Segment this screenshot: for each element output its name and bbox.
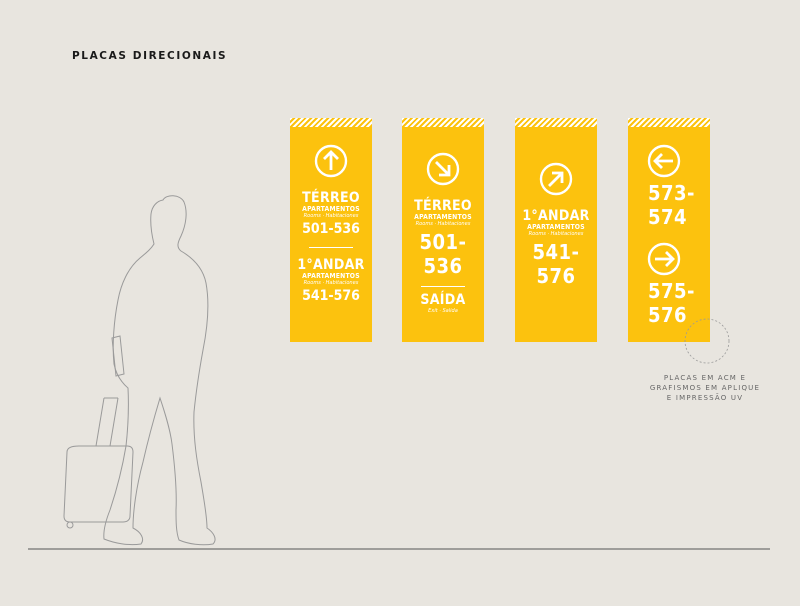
- room-numbers: 541-: [532, 240, 580, 264]
- room-numbers: 574: [648, 205, 688, 229]
- floor-name: 1°ANDAR: [522, 208, 590, 224]
- sign-stripe: [628, 118, 710, 127]
- floor-sub: APARTAMENTOS: [527, 223, 585, 231]
- floor-sub: APARTAMENTOS: [302, 272, 360, 280]
- room-numbers: 501-536: [302, 221, 360, 237]
- sign-left-right: 573- 574 575- 576: [628, 118, 710, 342]
- materials-note: PLACAS EM ACM E GRAFISMOS EM APLIQUE E I…: [640, 373, 770, 403]
- room-numbers: 541-576: [302, 288, 360, 304]
- floor-name: TÉRREO: [414, 198, 472, 214]
- sign-divider: [309, 247, 353, 248]
- suitcase-outline: [63, 445, 134, 523]
- sign-terreo-saida: TÉRREO APARTAMENTOS Rooms · Habitaciones…: [402, 118, 484, 342]
- sign-terreo-1andar: TÉRREO APARTAMENTOS Rooms · Habitaciones…: [290, 118, 372, 342]
- suitcase-wheel: [66, 521, 74, 529]
- room-numbers: 573-: [648, 181, 696, 205]
- note-line: GRAFISMOS EM APLIQUE: [649, 384, 761, 392]
- folder-outline: [111, 335, 125, 377]
- exit-label: SAÍDA: [420, 292, 466, 308]
- floor-ital: Rooms · Habitaciones: [528, 231, 584, 237]
- room-numbers: 536: [423, 254, 463, 278]
- note-line: E IMPRESSÃO UV: [666, 394, 744, 402]
- floor-ital: Rooms · Habitaciones: [303, 213, 359, 219]
- sign-1andar: 1°ANDAR APARTAMENTOS Rooms · Habitacione…: [515, 118, 597, 342]
- arrow-up-right-icon: [539, 162, 573, 196]
- arrow-down-right-icon: [426, 152, 460, 186]
- arrow-left-icon: [647, 144, 681, 178]
- room-numbers: 501-: [419, 230, 467, 254]
- sign-stripe: [402, 118, 484, 127]
- sign-stripe: [515, 118, 597, 127]
- note-line: PLACAS EM ACM E: [663, 374, 747, 382]
- room-numbers: 576: [648, 303, 688, 327]
- sign-divider: [421, 286, 465, 287]
- floor-ital: Rooms · Habitaciones: [415, 221, 471, 227]
- arrow-right-icon: [647, 242, 681, 276]
- room-numbers: 575-: [648, 279, 696, 303]
- exit-ital: Exit · Salida: [428, 308, 458, 314]
- page-title: PLACAS DIRECIONAIS: [72, 50, 228, 62]
- floor-name: TÉRREO: [302, 190, 360, 206]
- floor-ital: Rooms · Habitaciones: [303, 280, 359, 286]
- floor-sub: APARTAMENTOS: [414, 213, 472, 221]
- room-numbers: 576: [536, 264, 576, 288]
- floor-name: 1°ANDAR: [297, 257, 365, 273]
- floor-sub: APARTAMENTOS: [302, 205, 360, 213]
- arrow-up-icon: [314, 144, 348, 178]
- sign-stripe: [290, 118, 372, 127]
- person-outline: [103, 195, 216, 546]
